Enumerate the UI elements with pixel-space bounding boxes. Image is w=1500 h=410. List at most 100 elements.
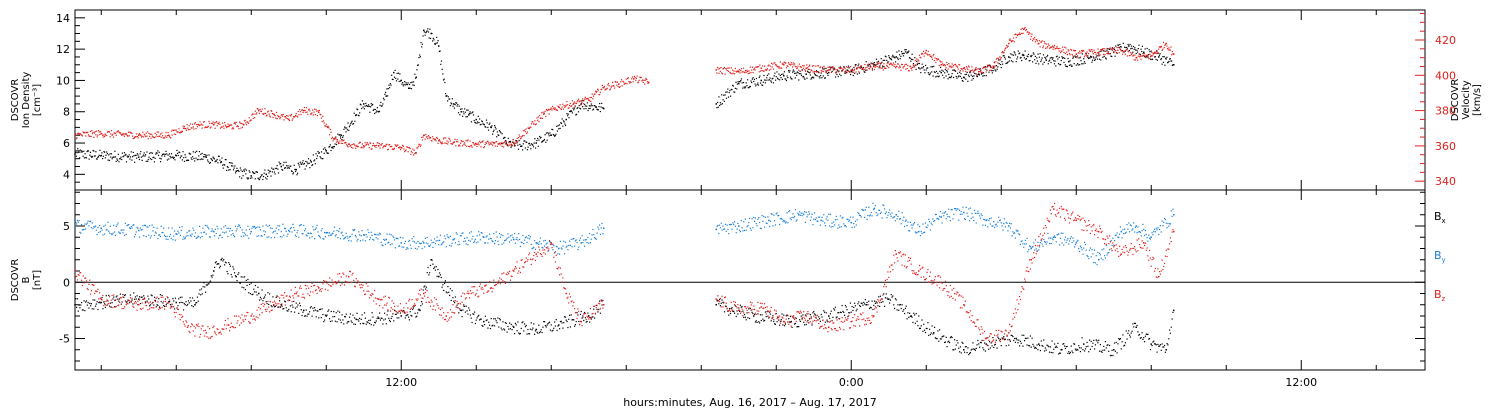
- data-point: [957, 68, 959, 70]
- data-point: [140, 296, 142, 298]
- data-point: [880, 62, 882, 64]
- data-point: [436, 236, 438, 238]
- data-point: [114, 150, 116, 152]
- data-point: [854, 72, 856, 74]
- data-point: [455, 232, 457, 234]
- data-point: [722, 99, 724, 101]
- data-point: [117, 159, 119, 161]
- data-point: [198, 155, 200, 157]
- data-point: [200, 294, 202, 296]
- data-point: [428, 245, 431, 248]
- data-point: [804, 314, 807, 316]
- data-point: [232, 266, 234, 268]
- data-point: [186, 304, 188, 307]
- data-point: [566, 101, 568, 103]
- data-point: [118, 131, 120, 133]
- data-point: [299, 305, 302, 307]
- data-point: [1083, 61, 1086, 63]
- data-point: [414, 312, 416, 314]
- data-point: [1095, 56, 1097, 58]
- data-point: [316, 114, 318, 117]
- data-point: [812, 312, 814, 314]
- data-point: [304, 228, 307, 230]
- data-point: [102, 234, 104, 236]
- data-point: [1047, 45, 1049, 48]
- data-point: [246, 284, 248, 287]
- data-point: [463, 237, 466, 239]
- data-point: [1063, 343, 1065, 345]
- data-point: [393, 309, 396, 311]
- data-point: [1171, 318, 1173, 320]
- data-point: [263, 112, 265, 115]
- data-point: [213, 157, 215, 159]
- data-point: [483, 242, 486, 244]
- data-point: [168, 300, 170, 303]
- data-point: [197, 158, 199, 161]
- data-point: [1078, 57, 1080, 59]
- data-point: [249, 171, 251, 173]
- data-point: [217, 228, 219, 230]
- data-point: [543, 113, 545, 115]
- data-point: [81, 134, 83, 136]
- data-point: [893, 304, 895, 306]
- data-point: [472, 235, 474, 238]
- data-point: [1137, 55, 1139, 57]
- data-point: [1093, 339, 1095, 341]
- data-point: [475, 319, 477, 321]
- data-point: [102, 134, 104, 136]
- data-point: [570, 105, 572, 108]
- data-point: [290, 113, 293, 116]
- data-point: [872, 62, 874, 64]
- data-point: [822, 66, 824, 68]
- data-point: [785, 78, 787, 80]
- data-point: [379, 319, 382, 321]
- data-point: [463, 113, 465, 115]
- data-point: [136, 226, 138, 229]
- data-point: [830, 67, 832, 69]
- data-point: [252, 117, 254, 120]
- data-point: [523, 243, 525, 245]
- data-point: [805, 67, 807, 69]
- data-point: [241, 286, 243, 288]
- data-point: [111, 302, 113, 304]
- data-point: [939, 61, 942, 63]
- data-point: [289, 305, 292, 307]
- data-point: [543, 112, 546, 114]
- data-point: [1000, 57, 1002, 59]
- data-point: [196, 296, 199, 298]
- data-point: [156, 152, 158, 154]
- data-point: [332, 140, 334, 142]
- data-point: [415, 242, 417, 244]
- data-point: [380, 144, 382, 146]
- data-point: [183, 236, 185, 238]
- data-point: [740, 68, 743, 70]
- data-point: [396, 144, 398, 146]
- data-point: [536, 117, 538, 119]
- data-point: [121, 133, 123, 135]
- data-point: [1082, 63, 1084, 65]
- data-point: [979, 341, 982, 344]
- data-point: [436, 275, 438, 277]
- data-point: [559, 104, 561, 106]
- data-point: [328, 235, 330, 237]
- data-point: [823, 68, 825, 70]
- data-point: [241, 126, 243, 128]
- data-point: [1167, 344, 1169, 346]
- data-point: [798, 319, 801, 321]
- data-point: [263, 234, 266, 236]
- data-point: [492, 144, 494, 146]
- data-point: [287, 165, 289, 167]
- data-point: [971, 66, 973, 68]
- data-point: [358, 115, 360, 117]
- data-point: [364, 105, 366, 107]
- data-point: [595, 106, 597, 108]
- data-point: [242, 175, 244, 177]
- data-point: [984, 350, 987, 352]
- data-point: [717, 106, 719, 108]
- data-point: [579, 237, 582, 239]
- data-point: [455, 145, 457, 147]
- data-point: [1045, 43, 1047, 45]
- data-point: [413, 305, 415, 307]
- data-point: [556, 246, 558, 248]
- data-point: [869, 306, 872, 308]
